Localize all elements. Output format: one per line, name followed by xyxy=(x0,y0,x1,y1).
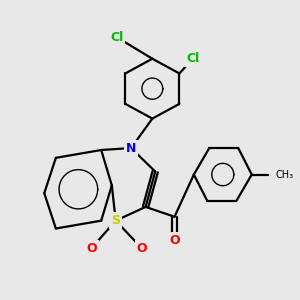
Text: O: O xyxy=(136,242,147,255)
Text: Cl: Cl xyxy=(110,31,123,44)
Text: O: O xyxy=(86,242,97,255)
Text: Cl: Cl xyxy=(186,52,200,65)
Text: CH₃: CH₃ xyxy=(276,169,294,179)
Text: S: S xyxy=(111,214,120,227)
Text: O: O xyxy=(169,234,180,247)
Text: N: N xyxy=(126,142,136,154)
